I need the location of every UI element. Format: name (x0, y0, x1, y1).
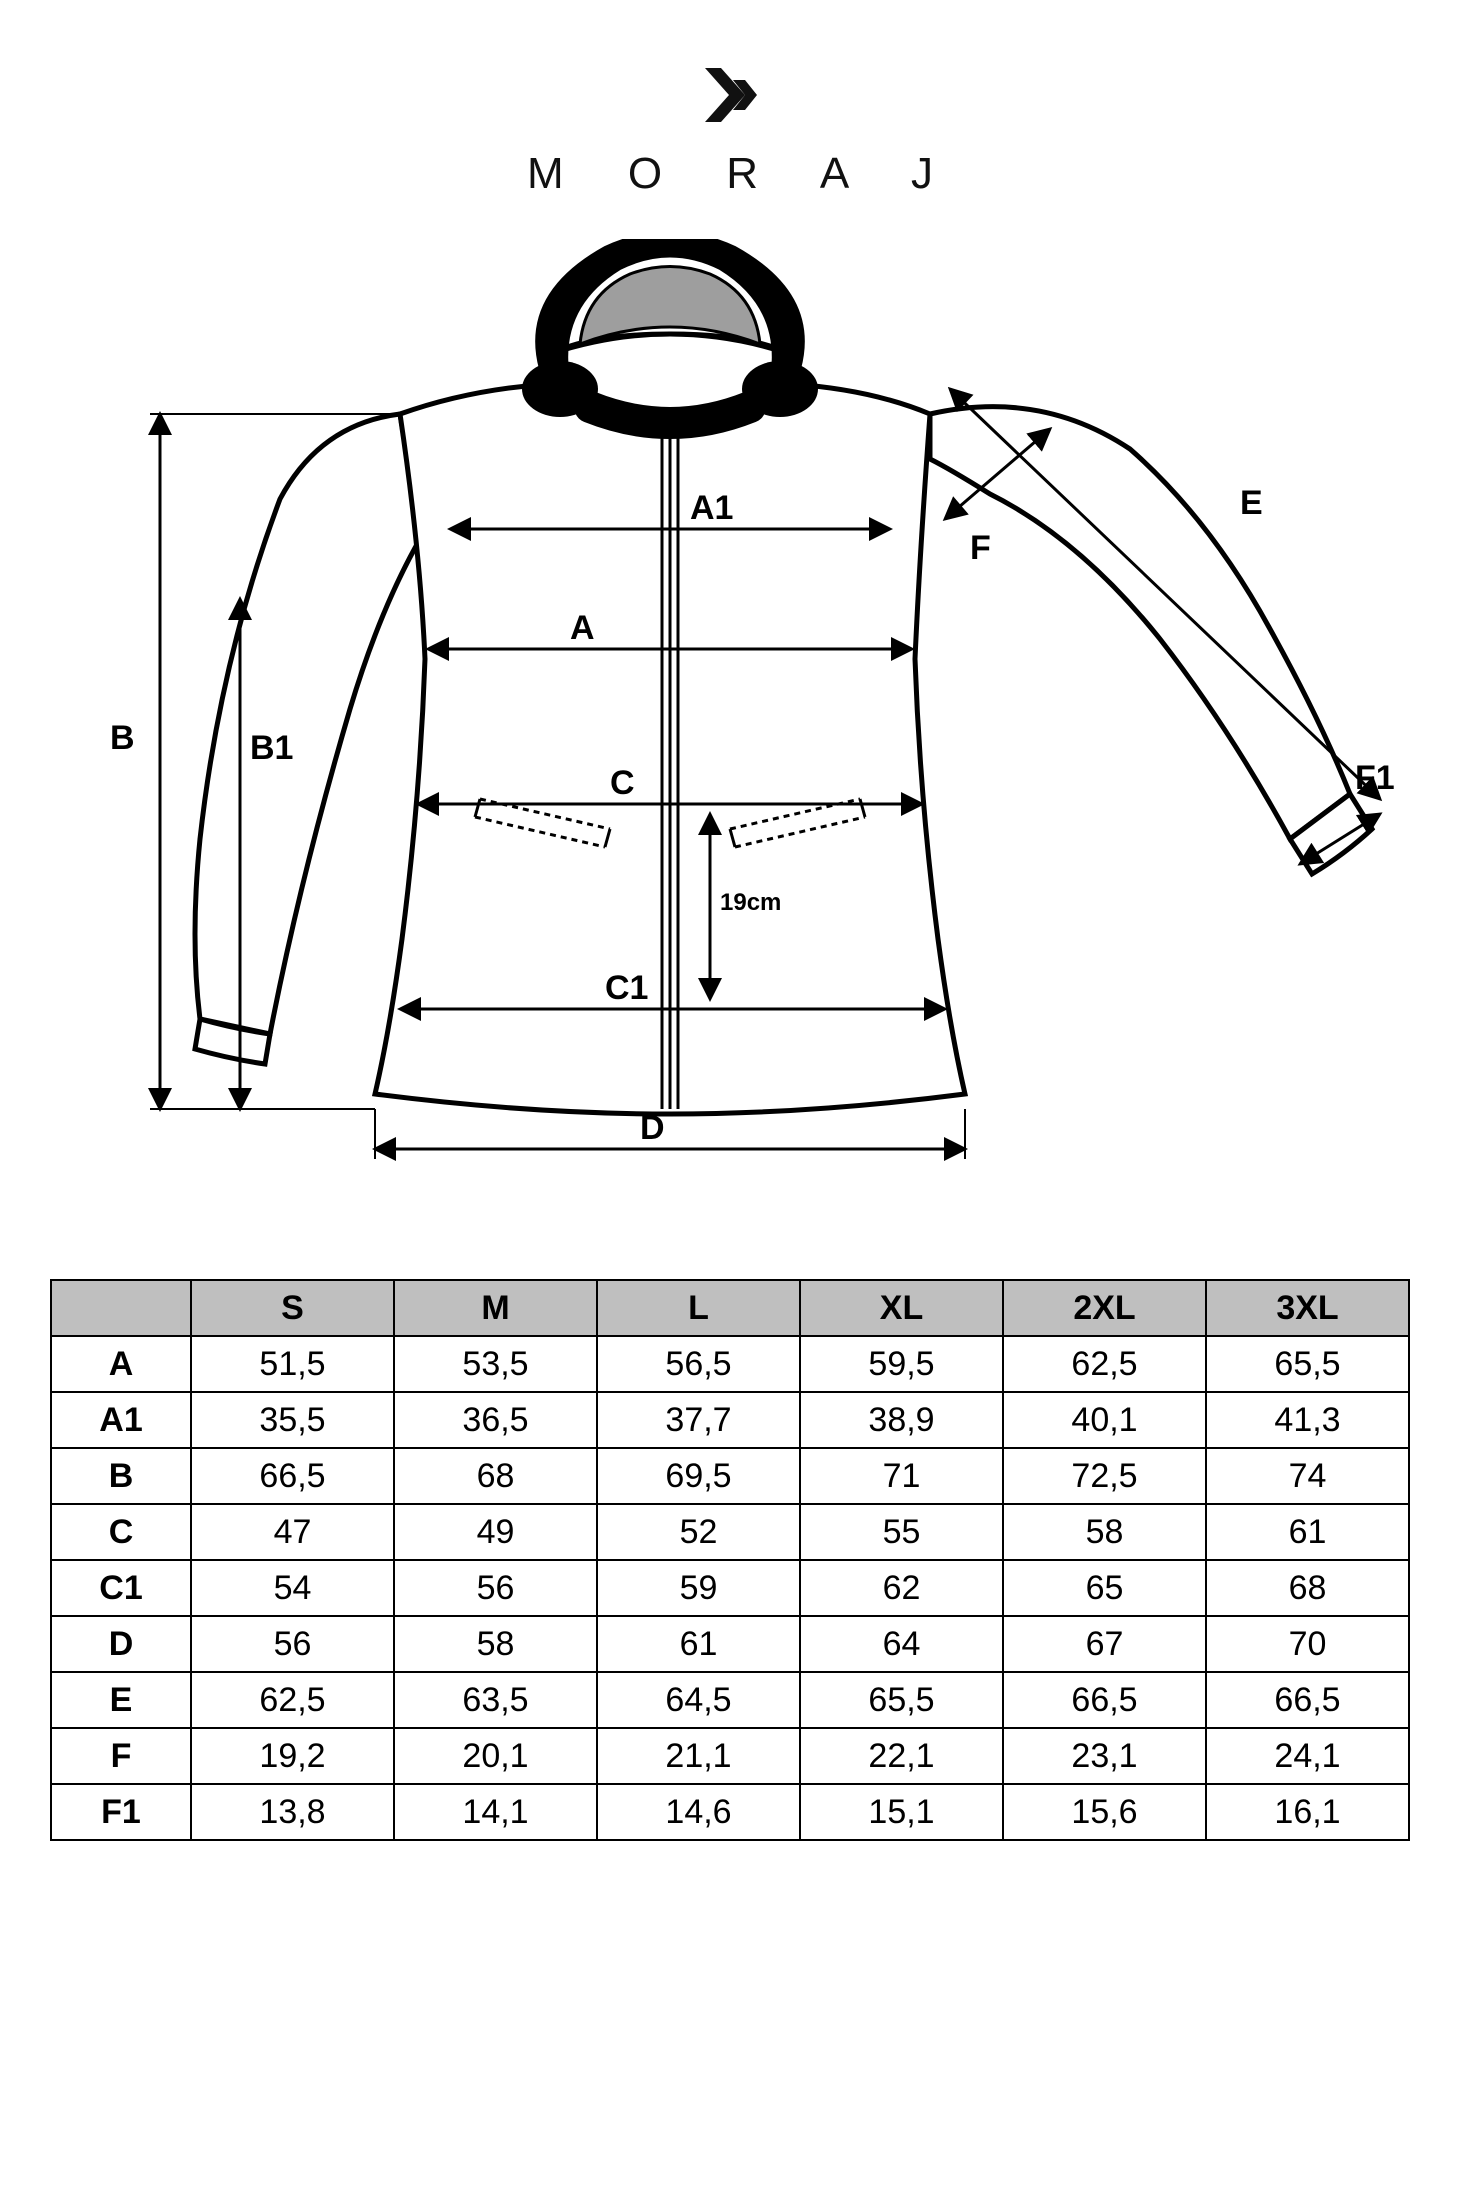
cell: 24,1 (1206, 1728, 1409, 1784)
cell: 70 (1206, 1616, 1409, 1672)
cell: 15,1 (800, 1784, 1003, 1840)
table-row: A135,536,537,738,940,141,3 (51, 1392, 1409, 1448)
cell: 74 (1206, 1448, 1409, 1504)
dim-label-F1: F1 (1355, 759, 1395, 798)
cell: 23,1 (1003, 1728, 1206, 1784)
cell: 13,8 (191, 1784, 394, 1840)
cell: 58 (394, 1616, 597, 1672)
dim-label-E: E (1240, 484, 1263, 523)
cell: 49 (394, 1504, 597, 1560)
cell: 53,5 (394, 1336, 597, 1392)
cell: 69,5 (597, 1448, 800, 1504)
table-row: C1545659626568 (51, 1560, 1409, 1616)
cell: 36,5 (394, 1392, 597, 1448)
dim-label-C1: C1 (605, 969, 648, 1008)
table-row: F19,220,121,122,123,124,1 (51, 1728, 1409, 1784)
row-label: F1 (51, 1784, 191, 1840)
cell: 15,6 (1003, 1784, 1206, 1840)
garment-diagram: B B1 A1 A C C1 D E F F1 19cm (50, 239, 1410, 1199)
cell: 41,3 (1206, 1392, 1409, 1448)
row-label: A (51, 1336, 191, 1392)
size-table: S M L XL 2XL 3XL A51,553,556,559,562,565… (50, 1279, 1410, 1841)
logo-chevron-icon (50, 60, 1410, 135)
cell: 72,5 (1003, 1448, 1206, 1504)
row-label: A1 (51, 1392, 191, 1448)
dim-label-B1: B1 (250, 729, 293, 768)
cell: 63,5 (394, 1672, 597, 1728)
size-col-S: S (191, 1280, 394, 1336)
cell: 56 (394, 1560, 597, 1616)
cell: 52 (597, 1504, 800, 1560)
cell: 68 (394, 1448, 597, 1504)
table-row: F113,814,114,615,115,616,1 (51, 1784, 1409, 1840)
cell: 71 (800, 1448, 1003, 1504)
size-col-L: L (597, 1280, 800, 1336)
dim-label-B: B (110, 719, 135, 758)
cell: 62,5 (191, 1672, 394, 1728)
cell: 66,5 (1003, 1672, 1206, 1728)
cell: 14,6 (597, 1784, 800, 1840)
cell: 62,5 (1003, 1336, 1206, 1392)
cell: 47 (191, 1504, 394, 1560)
cell: 65,5 (1206, 1336, 1409, 1392)
dim-label-A1: A1 (690, 489, 733, 528)
brand-name: M O R A J (50, 149, 1410, 199)
cell: 59,5 (800, 1336, 1003, 1392)
cell: 64,5 (597, 1672, 800, 1728)
size-col-3XL: 3XL (1206, 1280, 1409, 1336)
row-label: C (51, 1504, 191, 1560)
cell: 58 (1003, 1504, 1206, 1560)
cell: 55 (800, 1504, 1003, 1560)
brand-logo: M O R A J (50, 60, 1410, 199)
row-label: E (51, 1672, 191, 1728)
cell: 66,5 (191, 1448, 394, 1504)
dim-label-A: A (570, 609, 595, 648)
dim-label-F: F (970, 529, 991, 568)
cell: 38,9 (800, 1392, 1003, 1448)
cell: 64 (800, 1616, 1003, 1672)
cell: 37,7 (597, 1392, 800, 1448)
cell: 59 (597, 1560, 800, 1616)
table-row: A51,553,556,559,562,565,5 (51, 1336, 1409, 1392)
cell: 67 (1003, 1616, 1206, 1672)
cell: 56 (191, 1616, 394, 1672)
row-label: B (51, 1448, 191, 1504)
table-row: B66,56869,57172,574 (51, 1448, 1409, 1504)
size-table-corner (51, 1280, 191, 1336)
size-col-M: M (394, 1280, 597, 1336)
table-row: E62,563,564,565,566,566,5 (51, 1672, 1409, 1728)
dim-label-C: C (610, 764, 635, 803)
cell: 40,1 (1003, 1392, 1206, 1448)
cell: 16,1 (1206, 1784, 1409, 1840)
cell: 62 (800, 1560, 1003, 1616)
cell: 22,1 (800, 1728, 1003, 1784)
row-label: F (51, 1728, 191, 1784)
table-row: D565861646770 (51, 1616, 1409, 1672)
cell: 66,5 (1206, 1672, 1409, 1728)
size-table-header-row: S M L XL 2XL 3XL (51, 1280, 1409, 1336)
row-label: C1 (51, 1560, 191, 1616)
cell: 54 (191, 1560, 394, 1616)
size-col-XL: XL (800, 1280, 1003, 1336)
cell: 56,5 (597, 1336, 800, 1392)
row-label: D (51, 1616, 191, 1672)
cell: 51,5 (191, 1336, 394, 1392)
cell: 61 (1206, 1504, 1409, 1560)
cell: 68 (1206, 1560, 1409, 1616)
cell: 21,1 (597, 1728, 800, 1784)
cell: 20,1 (394, 1728, 597, 1784)
cell: 14,1 (394, 1784, 597, 1840)
dim-label-D: D (640, 1109, 665, 1148)
cell: 61 (597, 1616, 800, 1672)
table-row: C474952555861 (51, 1504, 1409, 1560)
size-col-2XL: 2XL (1003, 1280, 1206, 1336)
cell: 35,5 (191, 1392, 394, 1448)
cell: 65,5 (800, 1672, 1003, 1728)
cell: 65 (1003, 1560, 1206, 1616)
cell: 19,2 (191, 1728, 394, 1784)
dim-label-pocket-depth: 19cm (720, 889, 781, 917)
